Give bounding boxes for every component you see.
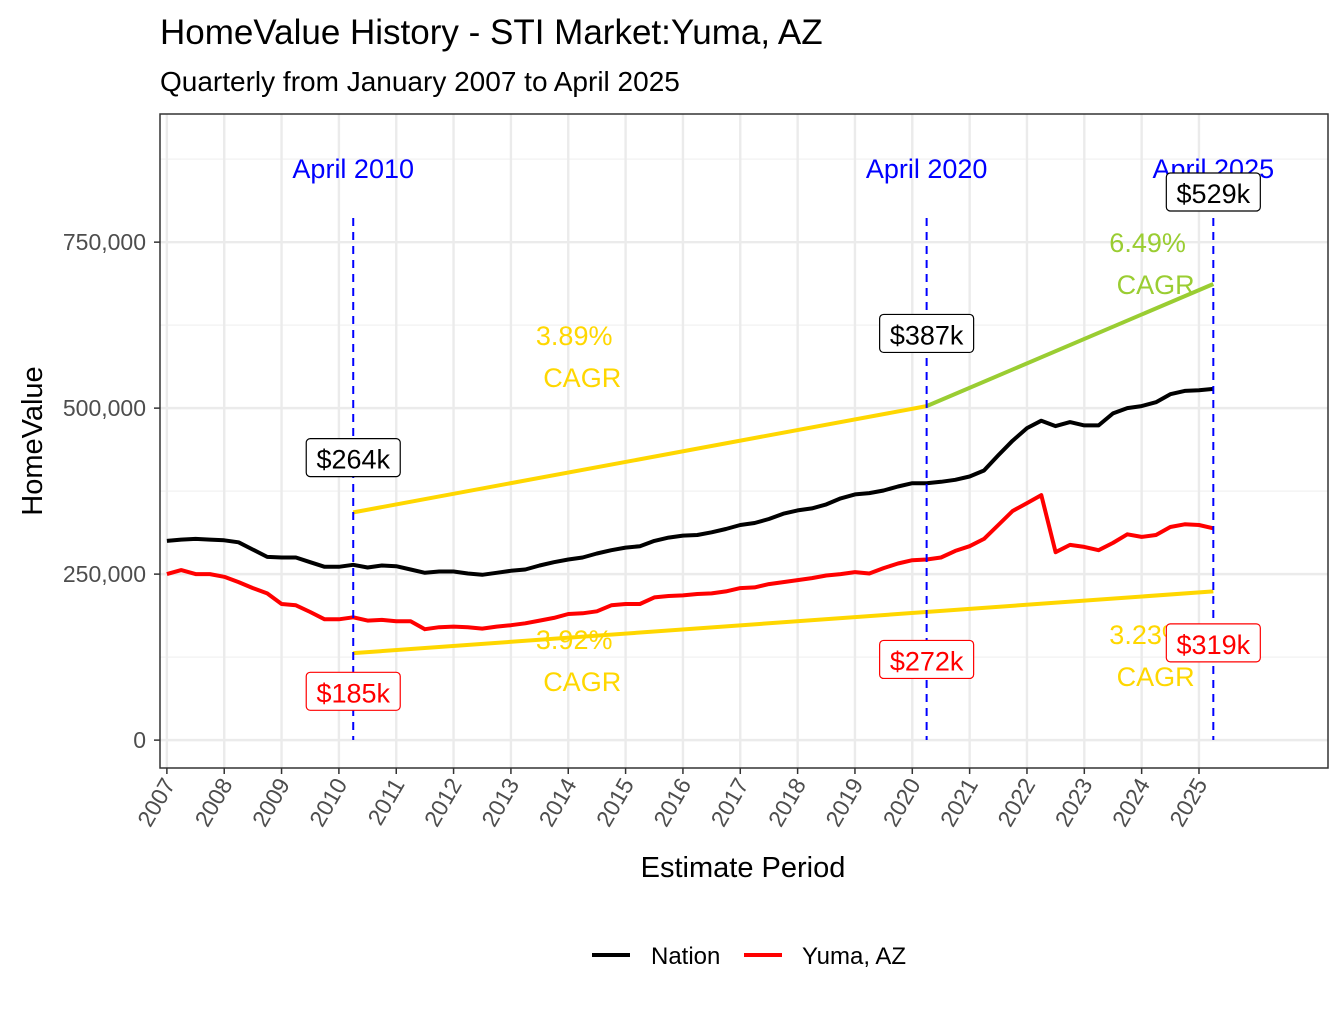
cagr-label-suffix: CAGR [1117, 662, 1195, 692]
y-tick-label: 0 [133, 727, 146, 753]
value-label-box [1165, 172, 1261, 212]
cagr-label: 6.49% [1109, 228, 1186, 258]
y-tick-label: 250,000 [63, 561, 146, 587]
chart-title: HomeValue History - STI Market:Yuma, AZ [160, 13, 823, 52]
value-label-box [879, 639, 975, 680]
cagr-label: 3.92% [536, 625, 613, 655]
x-tick-label: 2018 [763, 774, 811, 831]
x-tick-label: 2011 [362, 774, 409, 830]
x-tick-label: 2016 [648, 774, 696, 831]
x-tick-label: 2014 [533, 773, 581, 830]
cagr-label-suffix: CAGR [1117, 270, 1195, 300]
x-tick-label: 2009 [247, 774, 295, 831]
x-tick-label: 2013 [476, 774, 524, 831]
value-label-box [879, 313, 975, 354]
legend-label-nation: Nation [651, 943, 720, 970]
y-tick-label: 750,000 [63, 229, 146, 255]
legend: Nation Yuma, AZ [592, 943, 906, 970]
value-label: $319k [1177, 630, 1251, 660]
x-tick-label: 2017 [706, 774, 754, 831]
value-label: $529k [1177, 179, 1251, 209]
value-label-box [305, 437, 401, 478]
cagr-label-suffix: CAGR [543, 667, 621, 697]
series-line-yuma [166, 493, 1214, 632]
x-tick-label: 2015 [591, 774, 639, 831]
x-tick-label: 2007 [132, 774, 180, 831]
x-tick-label: 2010 [304, 774, 352, 831]
x-tick-label: 2024 [1107, 773, 1155, 830]
marker-label: April 2020 [866, 154, 988, 184]
x-tick-label: 2021 [935, 774, 983, 831]
x-tick-label: 2020 [878, 774, 926, 831]
cagr-line [352, 404, 927, 515]
x-tick-label: 2022 [992, 774, 1040, 831]
cagr-label: 3.89% [536, 321, 613, 351]
value-label-box [305, 671, 401, 711]
y-axis-label: HomeValue [17, 366, 49, 515]
x-tick-label: 2025 [1164, 774, 1212, 831]
value-label-box [1165, 623, 1261, 663]
plot-marks: April 2010 April 2020 April 20253.89%CAGR6… [166, 154, 1274, 740]
value-label: $185k [316, 678, 390, 708]
value-label: $387k [890, 320, 964, 350]
cagr-line [353, 589, 1214, 656]
x-tick-label: 2008 [189, 774, 237, 831]
x-tick-label: 2023 [1050, 774, 1098, 831]
value-label: $272k [890, 646, 964, 676]
value-label: $264k [316, 445, 390, 475]
x-axis-label: Estimate Period [641, 852, 846, 884]
legend-label-yuma: Yuma, AZ [802, 943, 906, 970]
cagr-label-suffix: CAGR [543, 363, 621, 393]
plot-border [159, 113, 1329, 769]
series-line-nation [166, 386, 1214, 577]
x-tick-label: 2019 [820, 774, 868, 831]
marker-label: April 2010 [292, 154, 414, 184]
chart-subtitle: Quarterly from January 2007 to April 202… [160, 66, 680, 97]
x-tick-label: 2012 [419, 774, 467, 831]
cagr-line [925, 282, 1215, 408]
y-tick-label: 500,000 [63, 395, 146, 421]
